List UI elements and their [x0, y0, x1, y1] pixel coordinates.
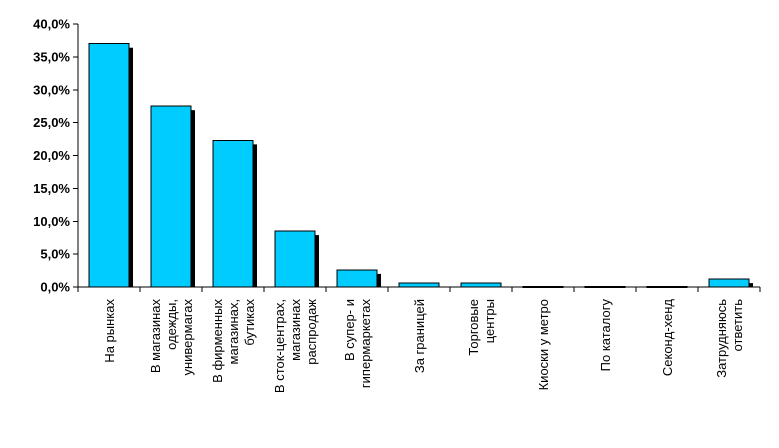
x-category-label: На рынках: [102, 299, 117, 363]
y-axis: 0,0% 5,0% 10,0% 15,0% 20,0% 25,0% 30,0% 35,0% 40…: [33, 17, 79, 295]
bar: [212, 139, 254, 288]
bar: [460, 282, 502, 288]
bar: [398, 282, 440, 288]
x-category-label: По каталогу: [598, 299, 613, 372]
x-category-label-line: В фирменных: [210, 299, 225, 383]
x-category-label: Торговые центры: [466, 299, 497, 356]
x-category-label-line: Киоски у метро: [536, 299, 551, 390]
category-labels: На рынках В магазинах одежды, универмагах В …: [102, 299, 745, 394]
bar: [150, 105, 192, 288]
x-category-label-line: магазинах: [288, 299, 303, 361]
x-category-label: В сток-центрах, магазинах распродаж: [272, 299, 319, 394]
x-category-label: В магазинах одежды, универмагах: [148, 299, 195, 376]
x-category-label: В фирменных магазинах, бутиках: [210, 299, 257, 383]
bar: [274, 230, 316, 288]
bar: [336, 269, 378, 288]
x-axis: [77, 286, 761, 292]
y-tick-label: 40,0%: [33, 17, 70, 32]
x-category-label: Затрудняюсь ответить: [714, 299, 745, 378]
x-category-label-line: Затрудняюсь: [714, 299, 729, 378]
x-category-label-line: За границей: [412, 299, 427, 373]
x-category-label-line: Секонд-хенд: [660, 299, 675, 377]
x-category-label-line: В супер- и: [342, 299, 357, 361]
y-tick-label: 0,0%: [40, 280, 70, 295]
y-tick-label: 10,0%: [33, 214, 70, 229]
x-category-label-line: бутиках: [242, 299, 257, 346]
x-category-label: Секонд-хенд: [660, 299, 675, 377]
x-category-label-line: По каталогу: [598, 299, 613, 372]
x-category-label-line: магазинах,: [226, 299, 241, 364]
x-category-label-line: В сток-центрах,: [272, 299, 287, 393]
y-tick-label: 15,0%: [33, 181, 70, 196]
x-category-label-line: универмагах: [180, 299, 195, 376]
y-tick-label: 20,0%: [33, 148, 70, 163]
x-category-label-line: центры: [482, 299, 497, 343]
bars-group: [88, 43, 753, 288]
x-category-label-line: одежды,: [164, 299, 179, 350]
y-tick-label: 35,0%: [33, 49, 70, 64]
x-category-label-line: Торговые: [466, 299, 481, 356]
x-category-label-line: ответить: [730, 299, 745, 352]
x-category-label-line: распродаж: [304, 299, 319, 365]
x-category-label: В супер- и гипермаркетах: [342, 299, 373, 389]
y-tick-label: 30,0%: [33, 82, 70, 97]
bar: [708, 278, 750, 288]
y-tick-label: 5,0%: [40, 247, 70, 262]
x-category-label-line: В магазинах: [148, 299, 163, 374]
bar: [88, 43, 130, 288]
x-category-label: За границей: [412, 299, 427, 373]
x-category-label-line: гипермаркетах: [358, 299, 373, 389]
x-category-label-line: На рынках: [102, 299, 117, 363]
y-tick-label: 25,0%: [33, 115, 70, 130]
x-category-label: Киоски у метро: [536, 299, 551, 390]
